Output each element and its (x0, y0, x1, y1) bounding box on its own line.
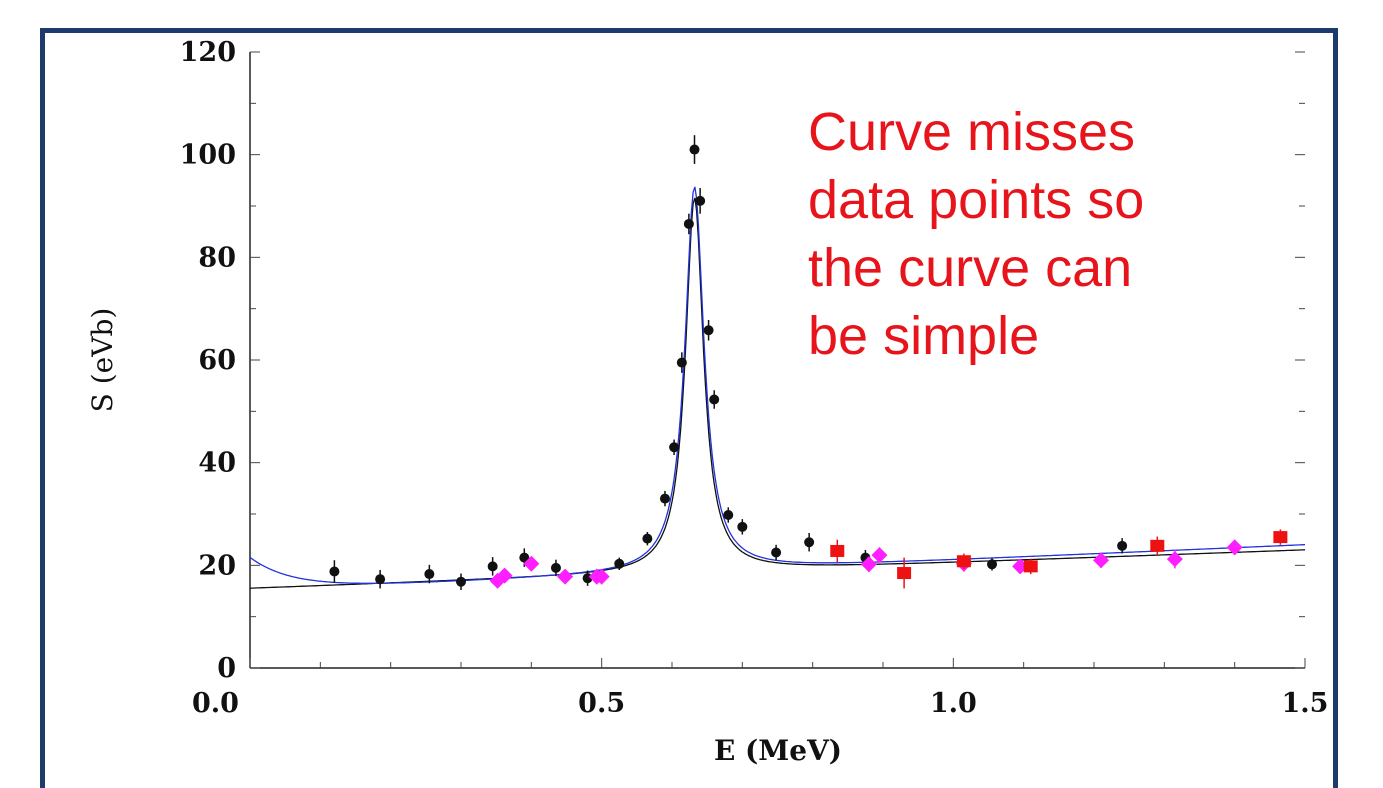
fit-curves (249, 186, 1306, 589)
y-axis-title: S (eVb) (86, 308, 119, 413)
x-tick-label: 0.5 (578, 688, 625, 719)
data-point-diamond (557, 568, 574, 585)
y-tick-label: 20 (198, 550, 236, 581)
data-point-circle (683, 218, 694, 229)
data-point-circle (550, 562, 561, 573)
x-tick-label: 1.0 (930, 688, 977, 719)
fit-curve-black (249, 197, 1306, 589)
data-point-circle (804, 537, 815, 548)
data-point-circle (737, 521, 748, 532)
data-points (329, 135, 1288, 590)
data-point-circle (689, 144, 700, 155)
data-point-circle (519, 552, 530, 563)
annotation-line-4: be simple (808, 306, 1039, 366)
axes-box (249, 51, 1306, 669)
data-point-circle (642, 533, 653, 544)
data-point-circle (329, 566, 340, 577)
data-point-diamond (871, 547, 888, 564)
data-point-square (1023, 560, 1038, 573)
data-point-diamond (1166, 551, 1183, 568)
data-point-circle (614, 558, 625, 569)
data-point-diamond (523, 555, 540, 572)
data-point-circle (659, 493, 670, 504)
y-tick-label: 0 (217, 653, 236, 684)
data-point-circle (676, 357, 687, 368)
annotation-line-1: Curve misses (808, 102, 1135, 162)
data-point-square (830, 544, 845, 557)
fit-curve-blue (249, 186, 1305, 584)
data-point-square (956, 555, 971, 568)
data-point-circle (456, 576, 466, 587)
data-point-circle (695, 195, 706, 206)
annotation: Curve misses data points so the curve ca… (808, 102, 1144, 366)
x-tick-label: 1.5 (1282, 688, 1329, 719)
data-point-circle (987, 559, 998, 570)
data-point-circle (1117, 540, 1128, 551)
data-point-circle (771, 547, 782, 558)
data-point-diamond (593, 568, 610, 585)
data-point-square (1150, 539, 1165, 552)
x-axis-title: E (MeV) (714, 734, 842, 767)
data-point-circle (375, 574, 386, 585)
data-point-diamond (1226, 539, 1243, 556)
data-point-circle (487, 561, 498, 572)
data-point-circle (703, 325, 714, 336)
y-tick-label: 60 (198, 345, 236, 376)
data-point-square (1273, 531, 1288, 544)
data-point-diamond (860, 556, 877, 573)
tick-labels: 0 20 40 60 80 100 120 0.0 0.5 1.0 1.5 (180, 37, 1329, 719)
data-point-diamond (1093, 552, 1110, 569)
y-tick-label: 80 (198, 242, 236, 273)
y-tick-label: 40 (198, 448, 236, 479)
y-tick-label: 120 (180, 37, 236, 68)
data-point-circle (709, 394, 720, 405)
x-tick-label: 0.0 (192, 688, 239, 719)
annotation-line-3: the curve can (808, 238, 1132, 298)
annotation-line-2: data points so (808, 170, 1144, 230)
data-point-circle (424, 569, 435, 580)
data-point-square (897, 567, 912, 580)
data-point-circle (669, 442, 680, 453)
data-point-diamond (496, 567, 513, 584)
y-tick-label: 100 (180, 140, 236, 171)
data-point-circle (723, 510, 734, 521)
